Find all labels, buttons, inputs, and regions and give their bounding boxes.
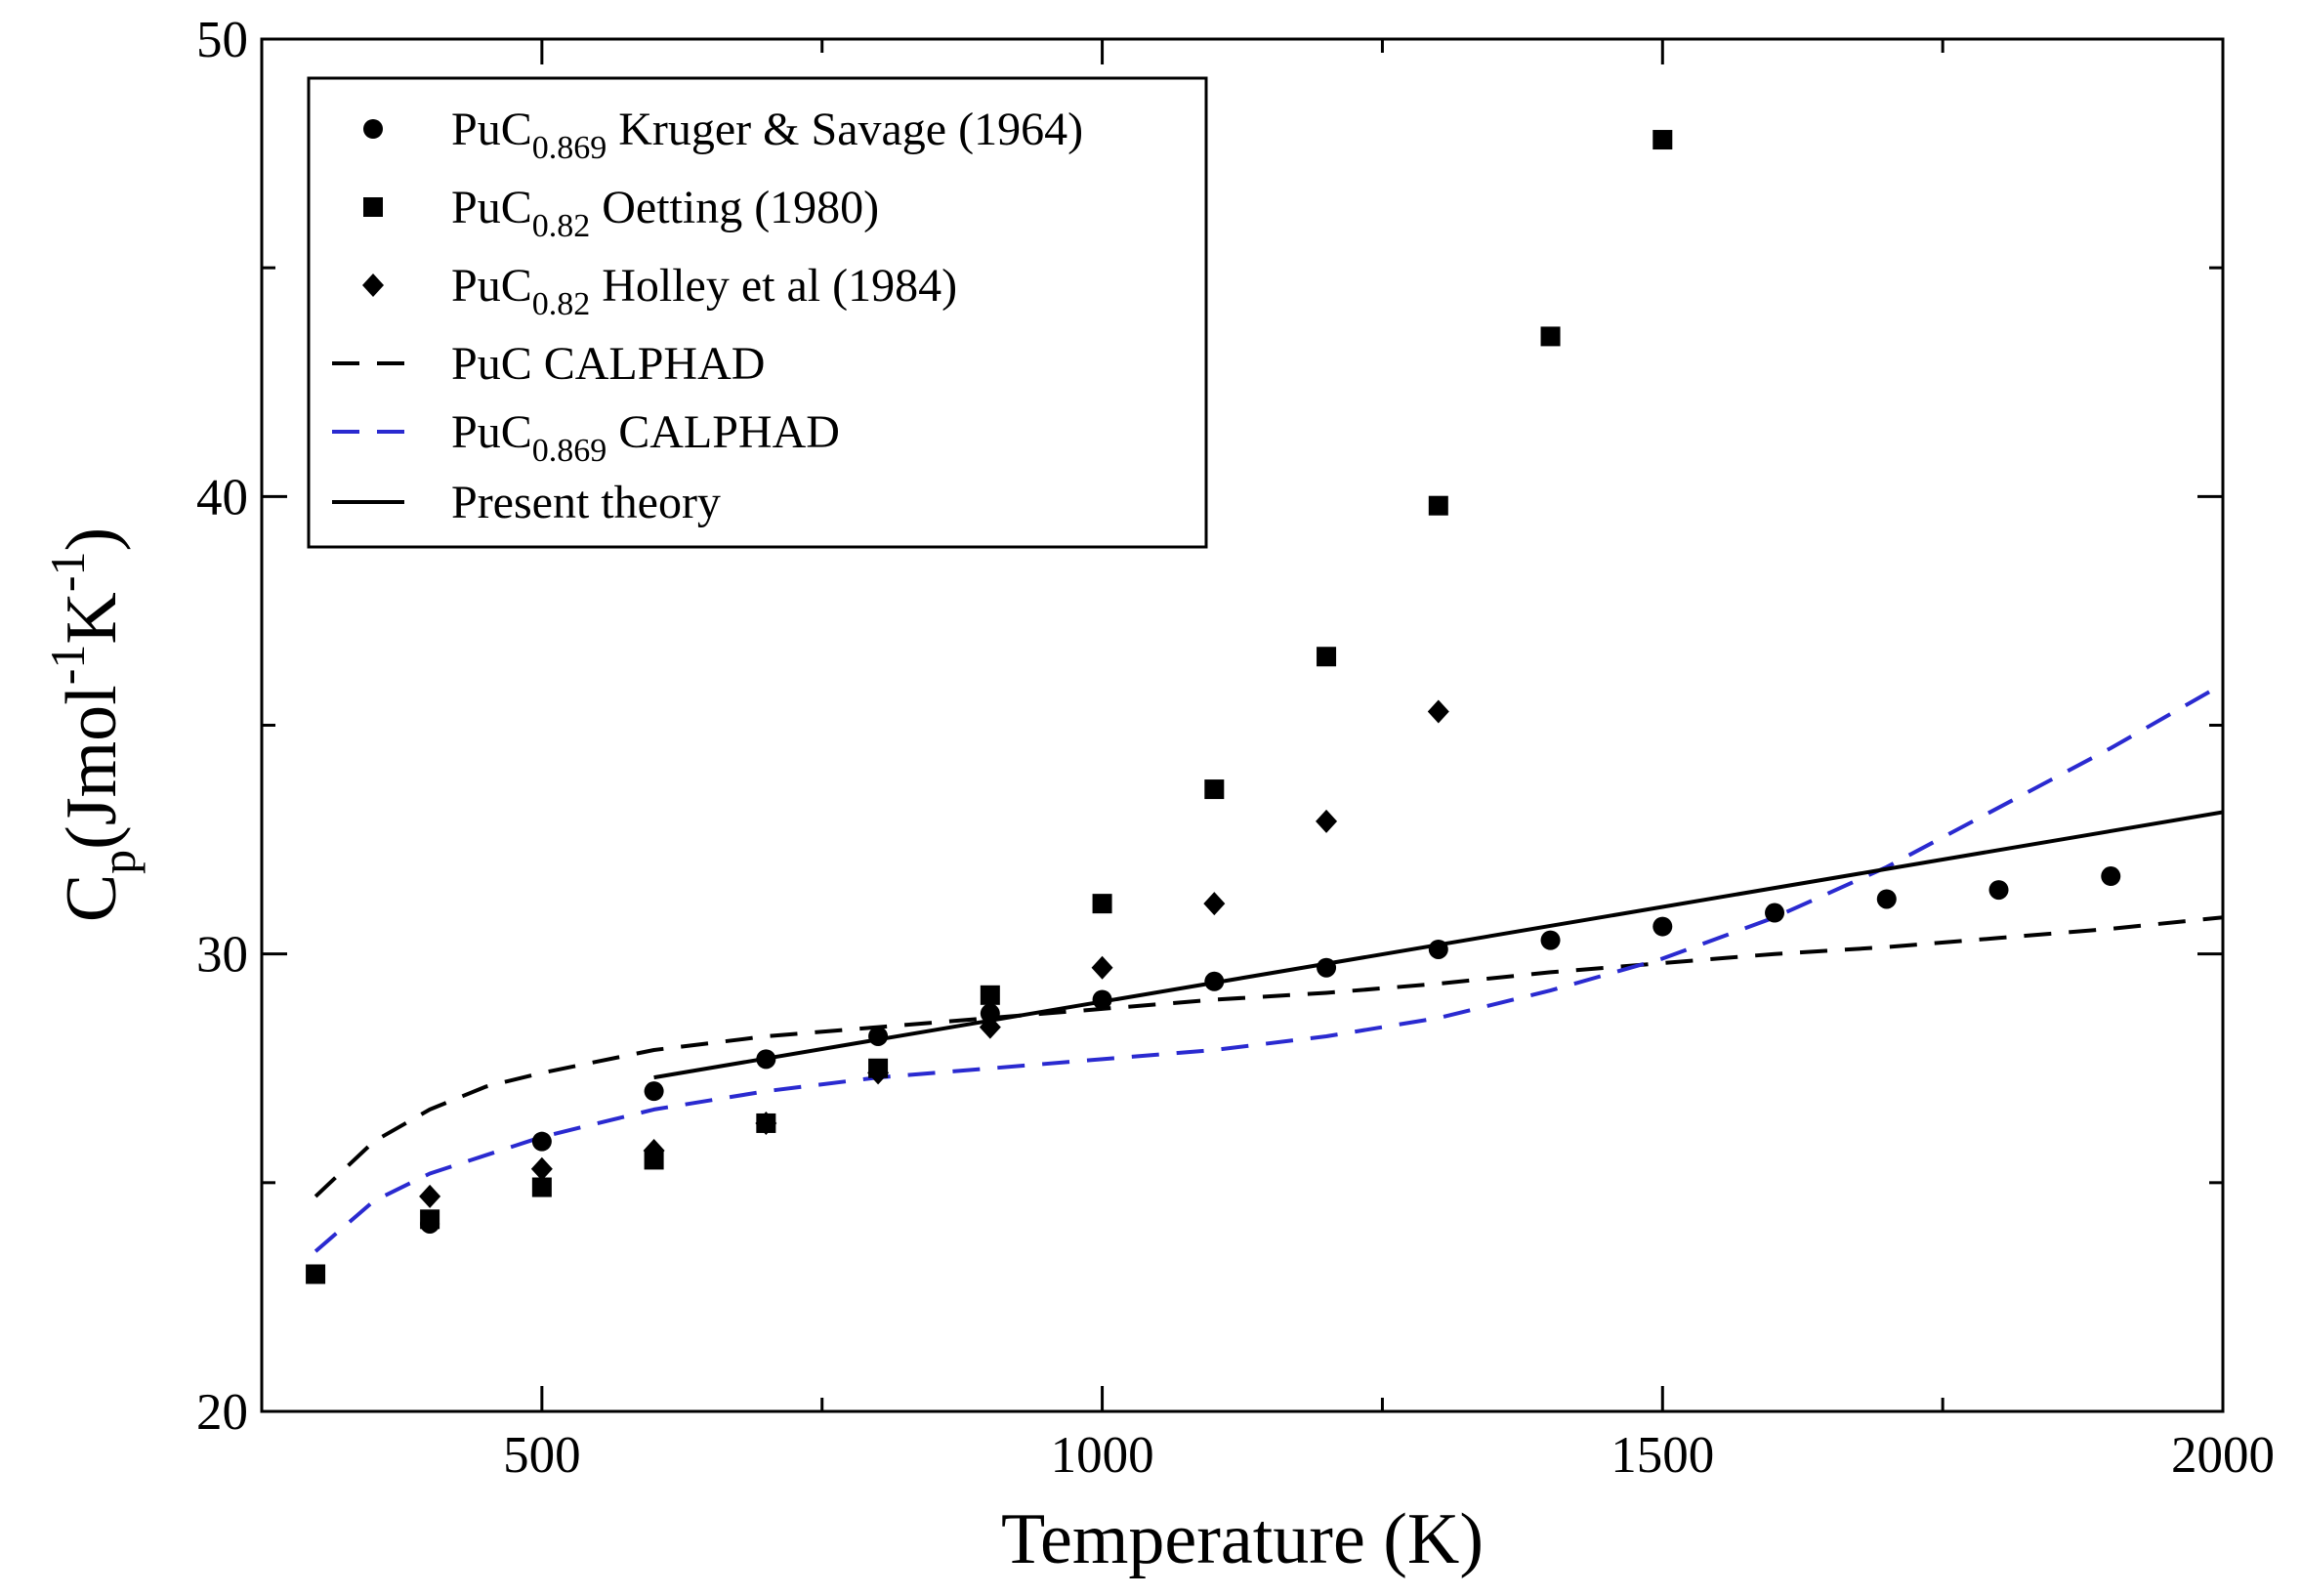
oetting-point <box>1092 894 1112 914</box>
axis-tick-labels: 500 1000 1500 2000 20 30 40 50 <box>196 12 2275 1484</box>
oetting-point <box>1653 130 1673 150</box>
oetting-point <box>420 1209 440 1230</box>
kruger-savage-point <box>1092 989 1112 1010</box>
kruger-savage-point <box>1876 889 1897 909</box>
y-tick-label: 30 <box>196 927 248 984</box>
oetting-point <box>1540 326 1561 347</box>
kruger-savage-point <box>1540 930 1561 950</box>
holley-point <box>867 1061 890 1085</box>
kruger-savage-point <box>1653 916 1673 937</box>
legend-label: PuC0.869 CALPHAD <box>451 406 840 469</box>
kruger-savage-point <box>1317 957 1337 978</box>
holley-point <box>1091 955 1113 980</box>
legend-marker <box>363 119 383 139</box>
legend-label: Present theory <box>451 477 721 528</box>
oetting-point <box>1317 647 1337 667</box>
legend-label: PuC CALPHAD <box>451 338 765 390</box>
holley-point <box>979 1015 1001 1039</box>
holley-point <box>755 1111 777 1135</box>
y-axis-title-base: C <box>52 874 132 922</box>
axis-ticks <box>260 37 2225 1413</box>
x-tick-label: 500 <box>503 1427 581 1484</box>
kruger-savage-point <box>1204 971 1225 991</box>
y-axis-title-mid: K <box>52 592 132 644</box>
legend-label: PuC0.869 Kruger & Savage (1964) <box>451 104 1083 166</box>
legend-box <box>307 76 1208 549</box>
y-tick-label: 40 <box>196 469 248 525</box>
series-markers <box>306 130 2121 1284</box>
y-axis-title-open: (Jmol <box>52 685 132 850</box>
series-line-3 <box>314 915 2223 1198</box>
legend-marker <box>362 273 384 297</box>
series-line-4 <box>314 682 2223 1253</box>
y-axis-title-sup2: -1 <box>40 551 95 592</box>
holley-point <box>419 1184 441 1208</box>
kruger-savage-point <box>756 1049 776 1070</box>
oetting-point <box>306 1264 326 1284</box>
kruger-savage-point <box>1428 939 1448 959</box>
legend-marker <box>363 197 383 217</box>
x-tick-label: 2000 <box>2171 1427 2275 1484</box>
x-axis-title: Temperature (K) <box>1001 1499 1484 1579</box>
holley-point <box>1203 892 1226 916</box>
oetting-point <box>1428 495 1448 516</box>
holley-point <box>643 1139 665 1163</box>
legend: PuC0.869 Kruger & Savage (1964) PuC0.82 O… <box>307 76 1208 549</box>
kruger-savage-point <box>980 1003 1000 1024</box>
legend-label: PuC0.82 Oetting (1980) <box>451 182 879 244</box>
x-tick-label: 1500 <box>1611 1427 1714 1484</box>
oetting-point <box>1204 779 1225 800</box>
legend-label: PuC0.82 Holley et al (1984) <box>451 260 957 322</box>
kruger-savage-point <box>644 1081 664 1102</box>
kruger-savage-point <box>868 1026 889 1046</box>
kruger-savage-point <box>1988 880 2009 901</box>
holley-point <box>530 1156 553 1181</box>
y-axis-title: Cp(Jmol-1K-1) <box>40 527 146 922</box>
kruger-savage-point <box>531 1131 552 1152</box>
holley-point <box>1427 699 1449 724</box>
y-axis-title-sub: p <box>91 850 146 874</box>
kruger-savage-point <box>2101 866 2121 887</box>
x-tick-label: 1000 <box>1051 1427 1154 1484</box>
y-axis-title-sup1: -1 <box>40 645 95 686</box>
legend-entries: PuC0.869 Kruger & Savage (1964) PuC0.82 O… <box>332 104 1083 528</box>
y-tick-label: 50 <box>196 12 248 68</box>
y-axis-title-close: ) <box>52 527 132 552</box>
holley-point <box>1316 809 1338 833</box>
oetting-point <box>531 1177 552 1197</box>
y-tick-label: 20 <box>196 1384 248 1441</box>
kruger-savage-point <box>1765 903 1785 923</box>
oetting-point <box>980 985 1000 1005</box>
